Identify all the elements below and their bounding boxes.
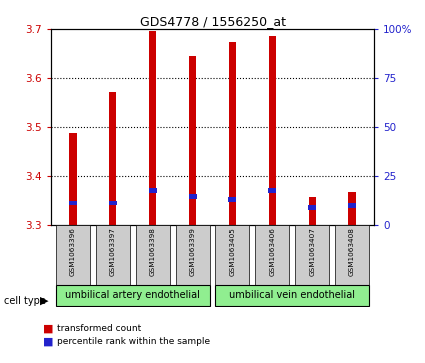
- Bar: [348, 192, 356, 225]
- Bar: [269, 36, 276, 225]
- Bar: [335, 225, 369, 285]
- Text: cell type: cell type: [4, 295, 46, 306]
- Text: ■: ■: [42, 336, 53, 346]
- Text: GSM1063397: GSM1063397: [110, 227, 116, 276]
- Text: GSM1063396: GSM1063396: [70, 227, 76, 276]
- Bar: [176, 225, 210, 285]
- Text: umbilical artery endothelial: umbilical artery endothelial: [65, 290, 200, 301]
- Bar: [189, 194, 196, 199]
- Bar: [308, 205, 316, 210]
- Text: GSM1063406: GSM1063406: [269, 227, 275, 276]
- Text: ■: ■: [42, 323, 53, 334]
- Bar: [268, 188, 276, 193]
- Bar: [69, 200, 77, 205]
- Bar: [309, 197, 316, 225]
- Bar: [189, 56, 196, 225]
- Text: GSM1063399: GSM1063399: [190, 227, 196, 276]
- Text: percentile rank within the sample: percentile rank within the sample: [57, 337, 210, 346]
- Bar: [348, 203, 356, 208]
- Bar: [149, 32, 156, 225]
- Bar: [109, 92, 116, 225]
- Bar: [295, 225, 329, 285]
- Title: GDS4778 / 1556250_at: GDS4778 / 1556250_at: [139, 15, 286, 28]
- Bar: [229, 42, 236, 225]
- Text: GSM1063405: GSM1063405: [230, 227, 235, 276]
- Text: umbilical vein endothelial: umbilical vein endothelial: [229, 290, 355, 301]
- Bar: [56, 225, 90, 285]
- Text: transformed count: transformed count: [57, 324, 142, 333]
- Bar: [109, 200, 117, 205]
- Bar: [229, 197, 236, 202]
- Bar: [255, 225, 289, 285]
- Bar: [136, 225, 170, 285]
- Bar: [69, 134, 76, 225]
- Bar: [56, 285, 210, 306]
- Bar: [215, 225, 249, 285]
- Text: GSM1063408: GSM1063408: [349, 227, 355, 276]
- Bar: [215, 285, 369, 306]
- Text: GSM1063407: GSM1063407: [309, 227, 315, 276]
- Bar: [96, 225, 130, 285]
- Bar: [149, 188, 157, 193]
- Text: ▶: ▶: [40, 295, 49, 306]
- Text: GSM1063398: GSM1063398: [150, 227, 156, 276]
